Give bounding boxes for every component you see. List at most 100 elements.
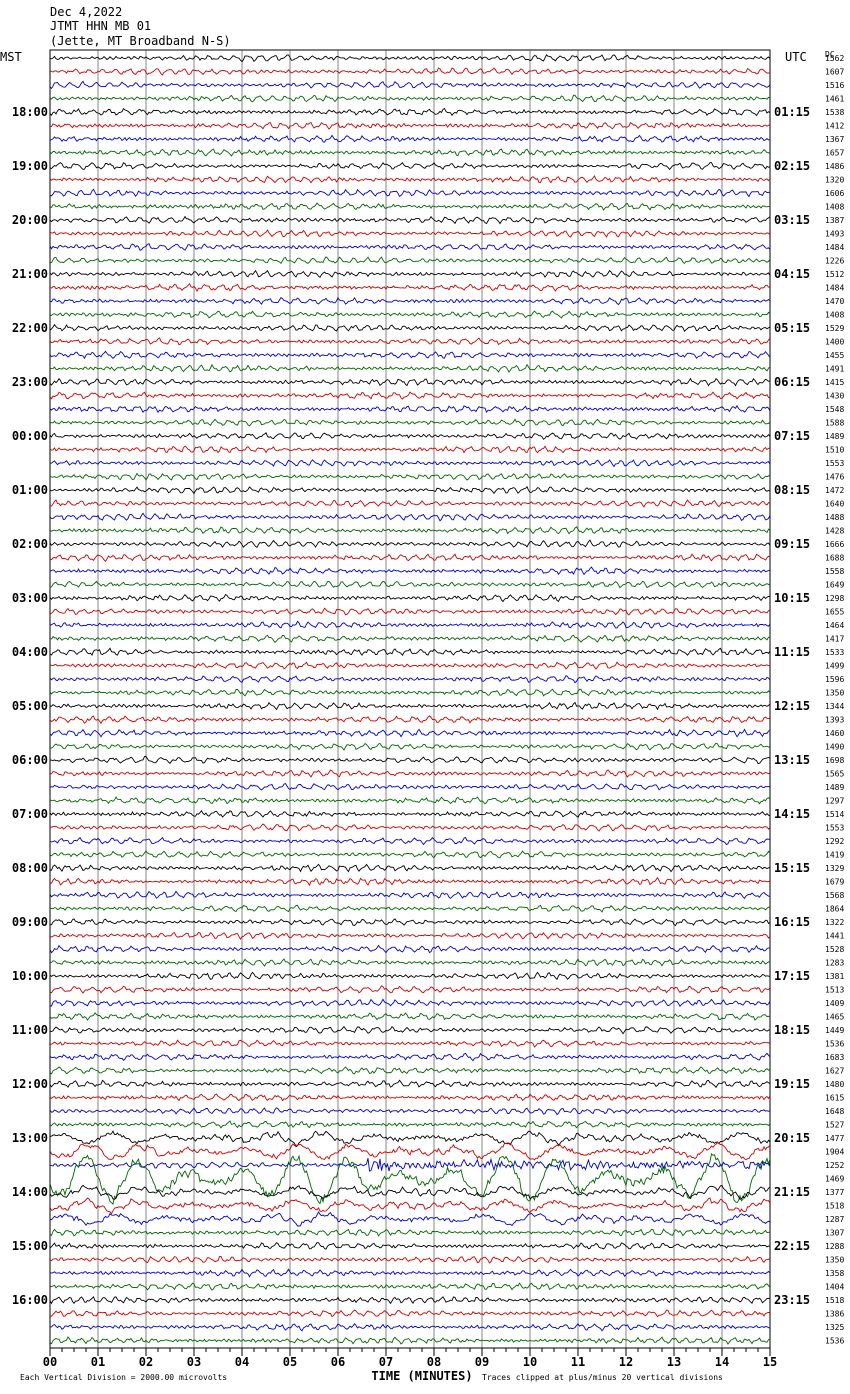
trace — [49, 337, 771, 346]
trace — [49, 445, 771, 454]
mst-label: 23:00 — [12, 375, 48, 389]
trace — [49, 472, 771, 481]
dc-offset: 1536 — [825, 1040, 844, 1049]
dc-offset: 1480 — [825, 1080, 844, 1089]
trace — [49, 243, 771, 251]
trace — [49, 688, 771, 697]
trace — [49, 674, 771, 684]
trace — [49, 377, 771, 387]
trace — [49, 661, 771, 670]
trace — [49, 296, 771, 306]
plot-frame — [49, 49, 771, 1349]
x-tick-label: 01 — [91, 1355, 105, 1369]
trace — [49, 54, 771, 63]
dc-offset: 1393 — [825, 716, 844, 725]
x-tick-label: 07 — [379, 1355, 393, 1369]
dc-offset: 1518 — [825, 1202, 844, 1211]
dc-offset: 1226 — [825, 257, 844, 266]
trace — [49, 526, 771, 535]
dc-offset: 1417 — [825, 635, 844, 644]
trace — [50, 1322, 771, 1332]
dc-offset: 1527 — [825, 1121, 844, 1130]
trace — [49, 620, 771, 629]
dc-offset: 1484 — [825, 243, 844, 252]
mst-label: 20:00 — [12, 213, 48, 227]
dc-offset: 1377 — [825, 1188, 844, 1197]
dc-offset: 1688 — [825, 554, 844, 563]
utc-label: 23:15 — [774, 1293, 810, 1307]
trace — [49, 512, 771, 522]
trace — [49, 796, 771, 805]
dc-offset: 1562 — [825, 54, 844, 63]
dc-offset: 1655 — [825, 608, 844, 617]
utc-label: 04:15 — [774, 267, 810, 281]
x-tick-label: 12 — [619, 1355, 633, 1369]
utc-label: 20:15 — [774, 1131, 810, 1145]
x-tick-label: 05 — [283, 1355, 297, 1369]
utc-label: 06:15 — [774, 375, 810, 389]
dc-offset: 1298 — [825, 594, 844, 603]
x-tick-label: 14 — [715, 1355, 729, 1369]
trace — [49, 1130, 771, 1148]
dc-offset: 1386 — [825, 1310, 844, 1319]
trace — [49, 931, 771, 940]
trace — [49, 566, 771, 576]
dc-offset: 1568 — [825, 891, 844, 900]
trace — [49, 1242, 771, 1250]
dc-offset: 1490 — [825, 743, 844, 752]
dc-offset: 1548 — [825, 405, 844, 414]
trace — [49, 1153, 771, 1205]
x-tick-label: 06 — [331, 1355, 345, 1369]
mst-label: 21:00 — [12, 267, 48, 281]
dc-offset: 1491 — [825, 365, 844, 374]
trace — [49, 998, 771, 1008]
dc-offset: 1529 — [825, 324, 844, 333]
dc-offset: 1415 — [825, 378, 844, 387]
x-tick-label: 10 — [523, 1355, 537, 1369]
dc-offset: 1428 — [825, 527, 844, 536]
trace — [49, 1012, 771, 1021]
trace — [49, 1107, 771, 1116]
dc-offset: 1588 — [825, 419, 844, 428]
utc-label: 22:15 — [774, 1239, 810, 1253]
dc-offset: 1649 — [825, 581, 844, 590]
dc-offset: 1904 — [825, 1148, 844, 1157]
utc-label: 02:15 — [774, 159, 810, 173]
x-tick-label: 00 — [43, 1355, 57, 1369]
dc-offset: 1864 — [825, 905, 844, 914]
mst-label: 18:00 — [12, 105, 48, 119]
trace — [49, 580, 771, 589]
dc-offset: 1486 — [825, 162, 844, 171]
mst-label: 02:00 — [12, 537, 48, 551]
dc-offset: 1499 — [825, 662, 844, 671]
mst-label: 08:00 — [12, 861, 48, 875]
trace — [49, 148, 771, 157]
utc-label: 16:15 — [774, 915, 810, 929]
trace — [49, 701, 771, 711]
trace — [49, 863, 771, 873]
trace — [49, 1066, 771, 1075]
utc-label: 05:15 — [774, 321, 810, 335]
dc-offset: 1408 — [825, 311, 844, 320]
dc-offset: 1553 — [825, 459, 844, 468]
dc-offset: 1449 — [825, 1026, 844, 1035]
dc-offset: 1297 — [825, 797, 844, 806]
dc-offset: 1325 — [825, 1323, 844, 1332]
trace — [49, 553, 771, 563]
mst-label: 04:00 — [12, 645, 48, 659]
utc-label: 08:15 — [774, 483, 810, 497]
utc-label: 13:15 — [774, 753, 810, 767]
trace — [49, 1079, 771, 1089]
utc-label: 15:15 — [774, 861, 810, 875]
dc-offset: 1627 — [825, 1067, 844, 1076]
utc-label: 14:15 — [774, 807, 810, 821]
trace — [49, 607, 771, 616]
station: JTMT HHN MB 01 — [50, 19, 151, 33]
mst-label: 00:00 — [12, 429, 48, 443]
dc-offset: 1400 — [825, 338, 844, 347]
dc-offset: 1648 — [825, 1107, 844, 1116]
mst-label: 22:00 — [12, 321, 48, 335]
trace — [49, 363, 771, 373]
trace — [49, 107, 771, 117]
